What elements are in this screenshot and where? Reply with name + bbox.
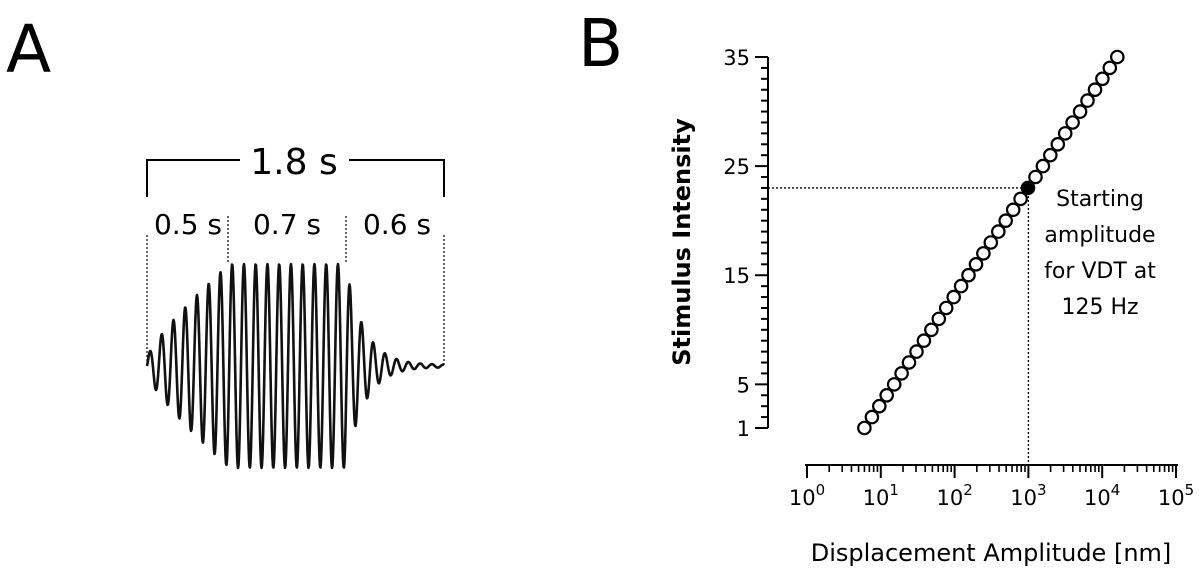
panel-a-label: A [6, 11, 51, 88]
starting-amplitude-annotation: Starting amplitude for VDT at 125 Hz [1044, 187, 1156, 320]
data-point [931, 311, 947, 327]
data-point [1050, 137, 1066, 152]
data-point [1013, 191, 1028, 207]
segment-1-label: 0.5 s [154, 208, 222, 241]
data-point [901, 355, 917, 370]
data-point [953, 278, 969, 294]
data-point [1095, 71, 1110, 87]
data-point [916, 333, 932, 348]
data-point [864, 409, 880, 425]
annotation-line-4: 125 Hz [1061, 295, 1138, 320]
data-point [961, 267, 976, 283]
data-point [886, 377, 902, 392]
y-axis-title: Stimulus Intensity [668, 118, 696, 366]
data-point [909, 344, 924, 359]
data-point [990, 224, 1006, 239]
segment-2-label: 0.7 s [253, 208, 321, 241]
y-tick-label: 15 [723, 264, 750, 288]
x-tick-label: 105 [1158, 481, 1194, 510]
y-tick-label: 5 [737, 373, 750, 397]
segment-3-label: 0.6 s [363, 208, 431, 241]
x-axis-tick-labels: 100 101 102 103 104 105 [789, 481, 1194, 510]
data-point [1035, 158, 1051, 174]
data-point [1087, 82, 1103, 97]
x-axis-ticks [806, 465, 1177, 478]
data-point [938, 300, 954, 316]
total-bracket-left [146, 159, 240, 197]
data-point [946, 289, 961, 305]
data-point [983, 235, 999, 250]
data-point [1072, 104, 1088, 119]
annotation-line-1: Starting [1056, 187, 1144, 212]
data-point [1057, 126, 1073, 141]
y-tick-label: 25 [723, 155, 750, 179]
data-point [857, 420, 872, 436]
y-tick-label: 1 [737, 417, 750, 441]
data-point [1028, 169, 1043, 185]
x-tick-label: 101 [863, 481, 899, 510]
total-duration-label: 1.8 s [250, 142, 337, 183]
annotation-line-3: for VDT at [1044, 259, 1156, 284]
data-point [1110, 49, 1125, 65]
starting-point-marker [1020, 180, 1036, 196]
x-tick-label: 100 [789, 481, 825, 510]
data-points [857, 49, 1125, 436]
data-point [894, 366, 909, 381]
y-axis-ticks [755, 56, 768, 429]
x-tick-label: 103 [1010, 481, 1046, 510]
waveform-panel: 1.8 s 0.5 s 0.7 s 0.6 s [145, 142, 445, 470]
data-point [1065, 115, 1080, 130]
data-point [998, 213, 1013, 228]
data-point [1102, 60, 1118, 76]
x-tick-label: 104 [1084, 481, 1120, 510]
waveform-trace [145, 262, 445, 470]
total-bracket-right [349, 159, 445, 197]
x-axis-title: Displacement Amplitude [nm] [811, 539, 1172, 567]
y-tick-label: 35 [723, 46, 750, 70]
data-point [1080, 93, 1095, 108]
data-point [1043, 147, 1058, 163]
annotation-line-2: amplitude [1044, 223, 1155, 248]
data-point [924, 322, 939, 338]
data-point [871, 398, 887, 414]
data-point [976, 246, 991, 261]
x-tick-label: 102 [936, 481, 972, 510]
panel-b-label: B [578, 5, 623, 82]
data-point [1005, 202, 1021, 218]
data-point [879, 387, 894, 403]
data-point [968, 256, 984, 272]
